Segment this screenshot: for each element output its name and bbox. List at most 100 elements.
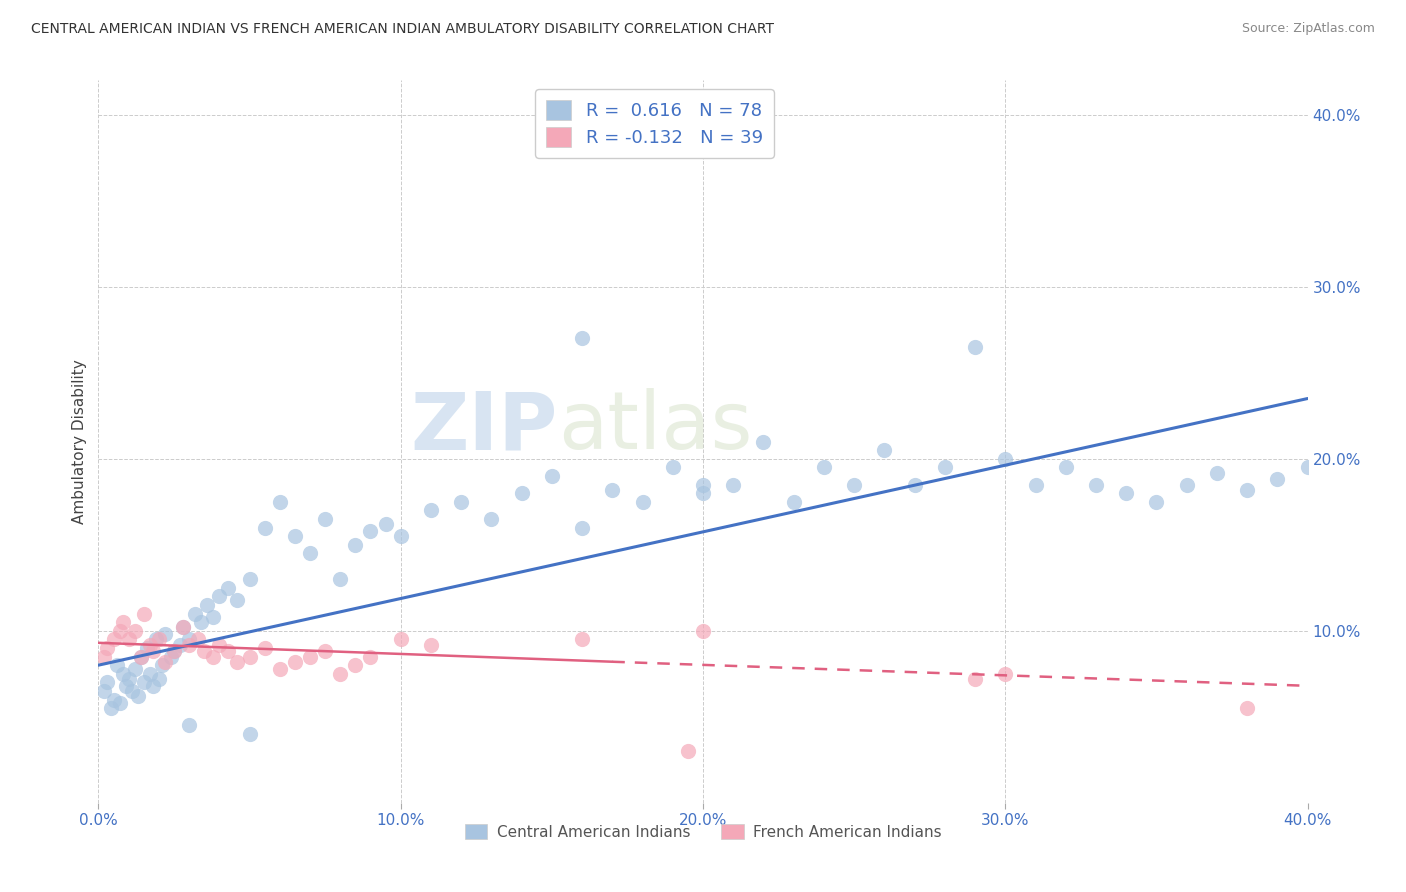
Point: [202, 649, 225, 664]
Point: [111, 666, 134, 681]
Point: [169, 638, 191, 652]
Point: [344, 658, 367, 673]
Point: [904, 477, 927, 491]
Point: [132, 607, 155, 621]
Point: [103, 632, 125, 647]
Point: [118, 632, 141, 647]
Point: [139, 666, 162, 681]
Point: [1175, 477, 1198, 491]
Point: [208, 590, 231, 604]
Point: [676, 744, 699, 758]
Point: [420, 503, 443, 517]
Point: [100, 701, 122, 715]
Legend: Central American Indians, French American Indians: Central American Indians, French America…: [458, 818, 948, 846]
Point: [239, 649, 262, 664]
Point: [217, 581, 239, 595]
Point: [202, 610, 225, 624]
Point: [226, 655, 249, 669]
Point: [148, 672, 170, 686]
Point: [195, 598, 218, 612]
Point: [179, 638, 201, 652]
Point: [148, 632, 170, 647]
Point: [190, 615, 212, 630]
Point: [934, 460, 956, 475]
Point: [723, 477, 745, 491]
Point: [111, 615, 134, 630]
Point: [96, 640, 118, 655]
Point: [571, 331, 593, 345]
Point: [450, 494, 472, 508]
Point: [994, 666, 1017, 681]
Point: [284, 529, 307, 543]
Point: [127, 689, 149, 703]
Point: [783, 494, 806, 508]
Point: [153, 627, 176, 641]
Text: CENTRAL AMERICAN INDIAN VS FRENCH AMERICAN INDIAN AMBULATORY DISABILITY CORRELAT: CENTRAL AMERICAN INDIAN VS FRENCH AMERIC…: [31, 22, 773, 37]
Point: [145, 632, 167, 647]
Point: [217, 644, 239, 658]
Point: [692, 624, 714, 638]
Point: [142, 644, 165, 658]
Point: [481, 512, 503, 526]
Point: [129, 649, 152, 664]
Point: [172, 620, 194, 634]
Point: [1115, 486, 1137, 500]
Point: [692, 486, 714, 500]
Point: [96, 675, 118, 690]
Text: ZIP: ZIP: [411, 388, 558, 467]
Point: [1085, 477, 1108, 491]
Point: [571, 632, 593, 647]
Point: [93, 649, 115, 664]
Point: [163, 644, 186, 658]
Point: [153, 655, 176, 669]
Point: [184, 607, 207, 621]
Point: [269, 662, 291, 676]
Point: [105, 658, 128, 673]
Point: [114, 679, 136, 693]
Point: [329, 572, 352, 586]
Point: [129, 649, 152, 664]
Point: [389, 632, 412, 647]
Point: [124, 624, 146, 638]
Y-axis label: Ambulatory Disability: Ambulatory Disability: [72, 359, 87, 524]
Point: [142, 679, 165, 693]
Point: [179, 718, 201, 732]
Point: [284, 655, 307, 669]
Point: [994, 451, 1017, 466]
Point: [1024, 477, 1046, 491]
Point: [239, 572, 262, 586]
Point: [510, 486, 533, 500]
Point: [239, 727, 262, 741]
Point: [187, 632, 209, 647]
Point: [692, 477, 714, 491]
Point: [965, 672, 987, 686]
Point: [813, 460, 835, 475]
Text: Source: ZipAtlas.com: Source: ZipAtlas.com: [1241, 22, 1375, 36]
Point: [420, 638, 443, 652]
Point: [299, 649, 322, 664]
Point: [269, 494, 291, 508]
Point: [329, 666, 352, 681]
Point: [752, 434, 775, 449]
Point: [132, 675, 155, 690]
Point: [1144, 494, 1167, 508]
Point: [965, 340, 987, 354]
Point: [193, 644, 215, 658]
Point: [135, 640, 157, 655]
Point: [360, 524, 382, 538]
Point: [179, 632, 201, 647]
Point: [314, 512, 336, 526]
Point: [661, 460, 683, 475]
Point: [374, 517, 396, 532]
Point: [124, 662, 146, 676]
Point: [1267, 472, 1289, 486]
Point: [108, 696, 131, 710]
Point: [389, 529, 412, 543]
Point: [602, 483, 624, 497]
Point: [253, 520, 276, 534]
Point: [1206, 466, 1229, 480]
Point: [160, 649, 183, 664]
Point: [208, 638, 231, 652]
Point: [139, 638, 162, 652]
Point: [844, 477, 866, 491]
